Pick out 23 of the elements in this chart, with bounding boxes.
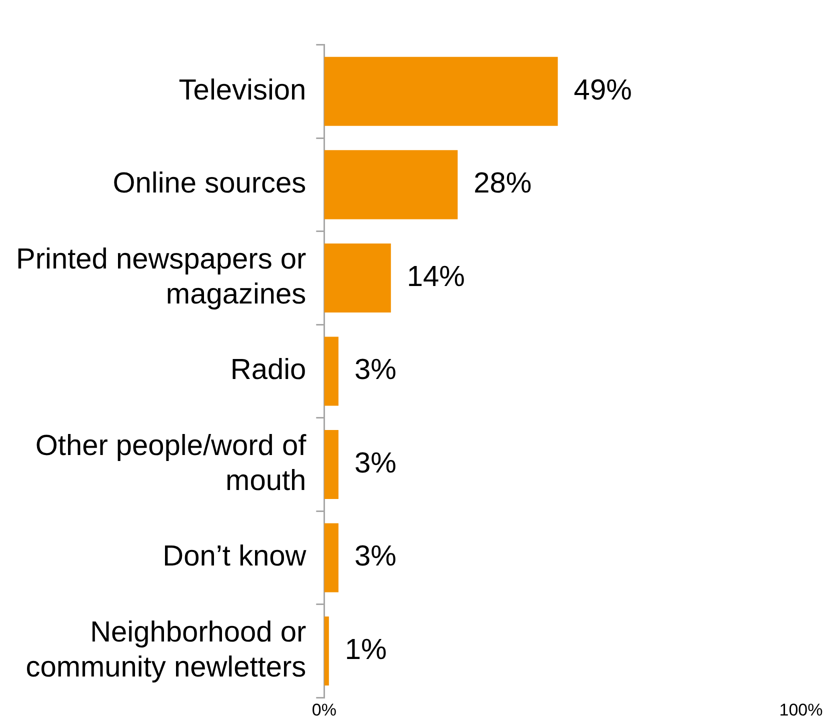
data-label: 3% (354, 354, 396, 386)
bar (324, 430, 338, 499)
y-tick-label: Neighborhood or community newletters (26, 616, 306, 684)
y-tick-label: Online sources (112, 168, 306, 200)
bar (324, 243, 391, 312)
bar (324, 56, 558, 126)
data-label: 1% (344, 634, 387, 666)
bar (324, 150, 458, 220)
y-tick-label: Other people/word of mouth (35, 430, 308, 497)
data-label: 3% (354, 540, 396, 573)
y-tick-label: Television (178, 74, 306, 106)
data-label: 14% (406, 260, 465, 293)
data-label: 28% (474, 168, 532, 200)
data-label: 3% (354, 447, 396, 480)
y-tick-label: Don’t know (162, 540, 308, 573)
bar (324, 523, 338, 592)
data-label: 49% (574, 74, 632, 106)
bar (324, 616, 329, 686)
x-tick-label: 100% (779, 700, 823, 720)
y-tick-label: Radio (230, 354, 306, 386)
y-tick-label: Printed newspapers or magazines (16, 244, 306, 310)
bar (324, 336, 338, 406)
x-tick-label: 0% (312, 700, 336, 720)
